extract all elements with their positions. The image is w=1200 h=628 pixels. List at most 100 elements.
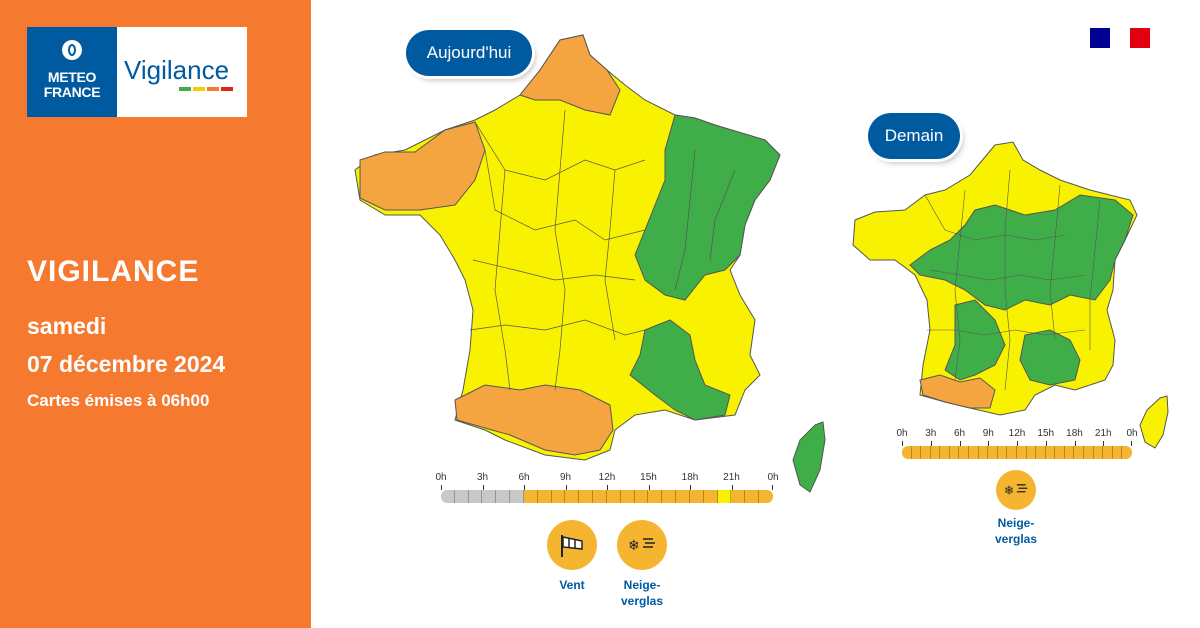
today-timeline-segment-grey [482,490,497,503]
tomorrow-timeline-segment-orange [1083,446,1094,459]
tomorrow-timeline-segment-orange [1103,446,1113,459]
today-hour-tick [690,485,691,490]
tomorrow-france-map [852,141,1169,449]
snow-ice-icon[interactable]: ❄ [996,470,1036,510]
vigilance-color-bars [179,87,233,91]
today-corsica-green [792,421,826,493]
tomorrow-timeline-segment-orange [921,446,931,459]
today-hour-tick [731,485,733,490]
tomorrow-timeline-segment-orange [902,446,912,459]
panel-title: VIGILANCE [27,255,200,288]
wind-sock-icon[interactable] [547,520,597,570]
tomorrow-hour-tick [1103,441,1105,446]
today-southwest-orange [454,384,614,456]
today-hour-tick [565,485,567,490]
tomorrow-label: Demain [884,126,944,145]
tomorrow-timeline-segment-orange [1036,446,1046,459]
svg-text:❄: ❄ [1004,483,1014,497]
today-hour-label: 6h [518,472,530,483]
bar-yellow [193,87,205,91]
today-hour-label: 15h [640,472,657,483]
today-hour-tick [772,485,773,490]
today-timeline-segment-orange [662,490,677,503]
meteo-france-logo: METEO FRANCE [27,27,117,117]
tomorrow-timeline-segment-orange [978,446,989,459]
tomorrow-corsica-yellow [1139,395,1169,449]
today-timeline-segment-grey [441,490,455,503]
tomorrow-timeline-segment-orange [1074,446,1084,459]
today-east-green [634,114,781,301]
tomorrow-timeline-segment-orange [930,446,941,459]
tomorrow-hour-label: 3h [925,428,937,439]
tomorrow-timeline-segment-orange [1112,446,1123,459]
tomorrow-hour-tick [930,441,932,446]
tomorrow-hour-label: 18h [1066,428,1083,439]
tomorrow-hour-tick [902,441,903,446]
tomorrow-hour-label: 12h [1008,428,1026,439]
tomorrow-timeline-segment-orange [1045,446,1056,459]
today-hour-tick [524,485,525,490]
brand-line-1: METEO [47,69,97,85]
tomorrow-hour-label: 0h [896,428,908,439]
today-hour-tick [607,485,608,490]
today-timeline-segment-grey [510,490,524,503]
flag-white [1110,28,1130,48]
tomorrow-hour-tick [1131,441,1132,446]
tomorrow-timeline-segment-orange [1026,446,1037,459]
today-timeline-segment-orange [537,490,552,503]
tomorrow-timeline-segment-orange [911,446,922,459]
tomorrow-timeline-segment-orange [949,446,960,459]
today-timeline-segment-orange [523,490,538,503]
tomorrow-timeline-segment-orange [1122,446,1132,459]
vigilance-wordmark: Vigilance [124,55,230,85]
today-label-pill[interactable]: Aujourd'hui [406,30,532,76]
tomorrow-label-pill[interactable]: Demain [868,113,960,159]
left-panel: METEO FRANCE Vigilance VIGILANCE samedi … [0,0,311,628]
today-hour-tick [441,485,442,490]
tomorrow-hour-label: 9h [982,428,994,439]
today-hour-label: 9h [559,472,572,483]
today-hour-tick [482,485,484,490]
tomorrow-timeline-segment-orange [959,446,970,459]
today-timeline-segment-yellow [717,490,732,503]
today-timeline-segment-grey [454,490,469,503]
french-republic-flag [1090,28,1150,48]
snow-ice-icon[interactable]: ❄ [617,520,667,570]
tomorrow-timeline-segment-orange [988,446,998,459]
today-department-borders [469,109,736,391]
tomorrow-hour-tick [1017,441,1018,446]
tomorrow-timeline-segment-orange [1055,446,1065,459]
date-label: 07 décembre 2024 [27,351,226,377]
tomorrow-timeline-segment-orange [1016,446,1027,459]
today-hour-label: 0h [435,472,447,483]
tomorrow-pyrenees-orange [919,374,996,409]
tomorrow-hour-label: 0h [1126,428,1138,439]
today-hour-label: 18h [681,472,699,483]
today-timeline-segment-orange [703,490,718,503]
tomorrow-hour-label: 21h [1094,428,1112,439]
today-timeline-segment-orange [551,490,566,503]
tomorrow-southwest-green [944,299,1006,381]
tomorrow-hour-tick [1045,441,1047,446]
today-timeline-segment-grey [468,490,483,503]
flag-red [1130,28,1150,48]
day-label: samedi [27,313,107,339]
svg-text:❄: ❄ [628,538,640,554]
tomorrow-hour-tick [959,441,961,446]
risk-label-neige-verglas: Neige- verglas [994,516,1038,546]
meteo-france-emblem-icon [62,40,82,60]
tomorrow-hour-tick [988,441,990,446]
today-timeline-segment-orange [620,490,635,503]
today-timeline-segment-orange [759,490,773,503]
risk-label-neige-verglas: Neige- verglas [620,578,664,608]
today-timeline-segment-orange [593,490,607,503]
today-hour-label: 0h [767,472,779,483]
today-timeline-segment-orange [606,490,621,503]
tomorrow-hour-tick [1074,441,1076,446]
today-brittany-orange [359,121,486,211]
tomorrow-center-green [909,194,1134,311]
tomorrow-hour-label: 6h [953,428,966,439]
issued-label: Cartes émises à 06h00 [27,391,210,410]
today-timeline-segment-orange [745,490,760,503]
bar-red [221,87,233,91]
